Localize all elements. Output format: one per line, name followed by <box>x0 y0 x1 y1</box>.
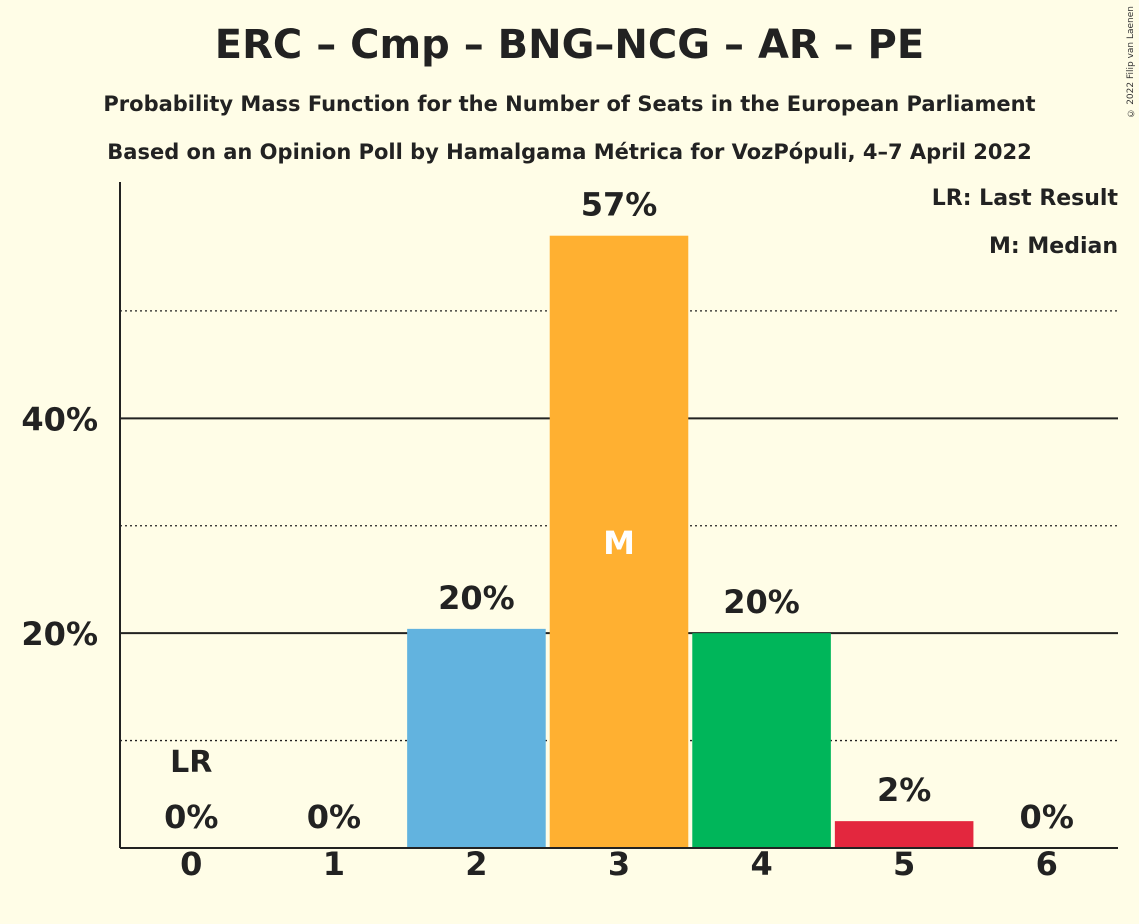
bar <box>407 628 546 848</box>
y-tick-label: 20% <box>21 615 98 653</box>
data-label: 20% <box>438 579 515 617</box>
last-result-marker: LR <box>170 745 212 780</box>
x-tick-label: 1 <box>323 845 345 883</box>
chart-subtitle: Probability Mass Function for the Number… <box>103 92 1036 116</box>
y-tick-label: 40% <box>21 400 98 438</box>
bar <box>549 235 689 849</box>
bar <box>834 821 974 848</box>
x-tick-label: 4 <box>750 845 772 883</box>
x-tick-label: 5 <box>893 845 915 883</box>
legend-last-result: LR: Last Result <box>931 186 1118 211</box>
x-tick-label: 0 <box>180 845 202 883</box>
data-label: 20% <box>723 583 800 621</box>
data-label: 0% <box>1020 798 1074 836</box>
legend-median: M: Median <box>989 234 1118 259</box>
x-tick-label: 2 <box>465 845 487 883</box>
x-tick-label: 6 <box>1036 845 1058 883</box>
chart-title: ERC – Cmp – BNG–NCG – AR – PE <box>214 22 925 68</box>
data-label: 2% <box>877 771 931 809</box>
median-marker: M <box>603 524 635 562</box>
data-label: 0% <box>307 798 361 836</box>
x-tick-label: 3 <box>608 845 630 883</box>
chart-source-subtitle: Based on an Opinion Poll by Hamalgama Mé… <box>107 140 1032 164</box>
bar <box>692 633 831 848</box>
data-label: 0% <box>164 798 218 836</box>
data-label: 57% <box>581 186 658 224</box>
